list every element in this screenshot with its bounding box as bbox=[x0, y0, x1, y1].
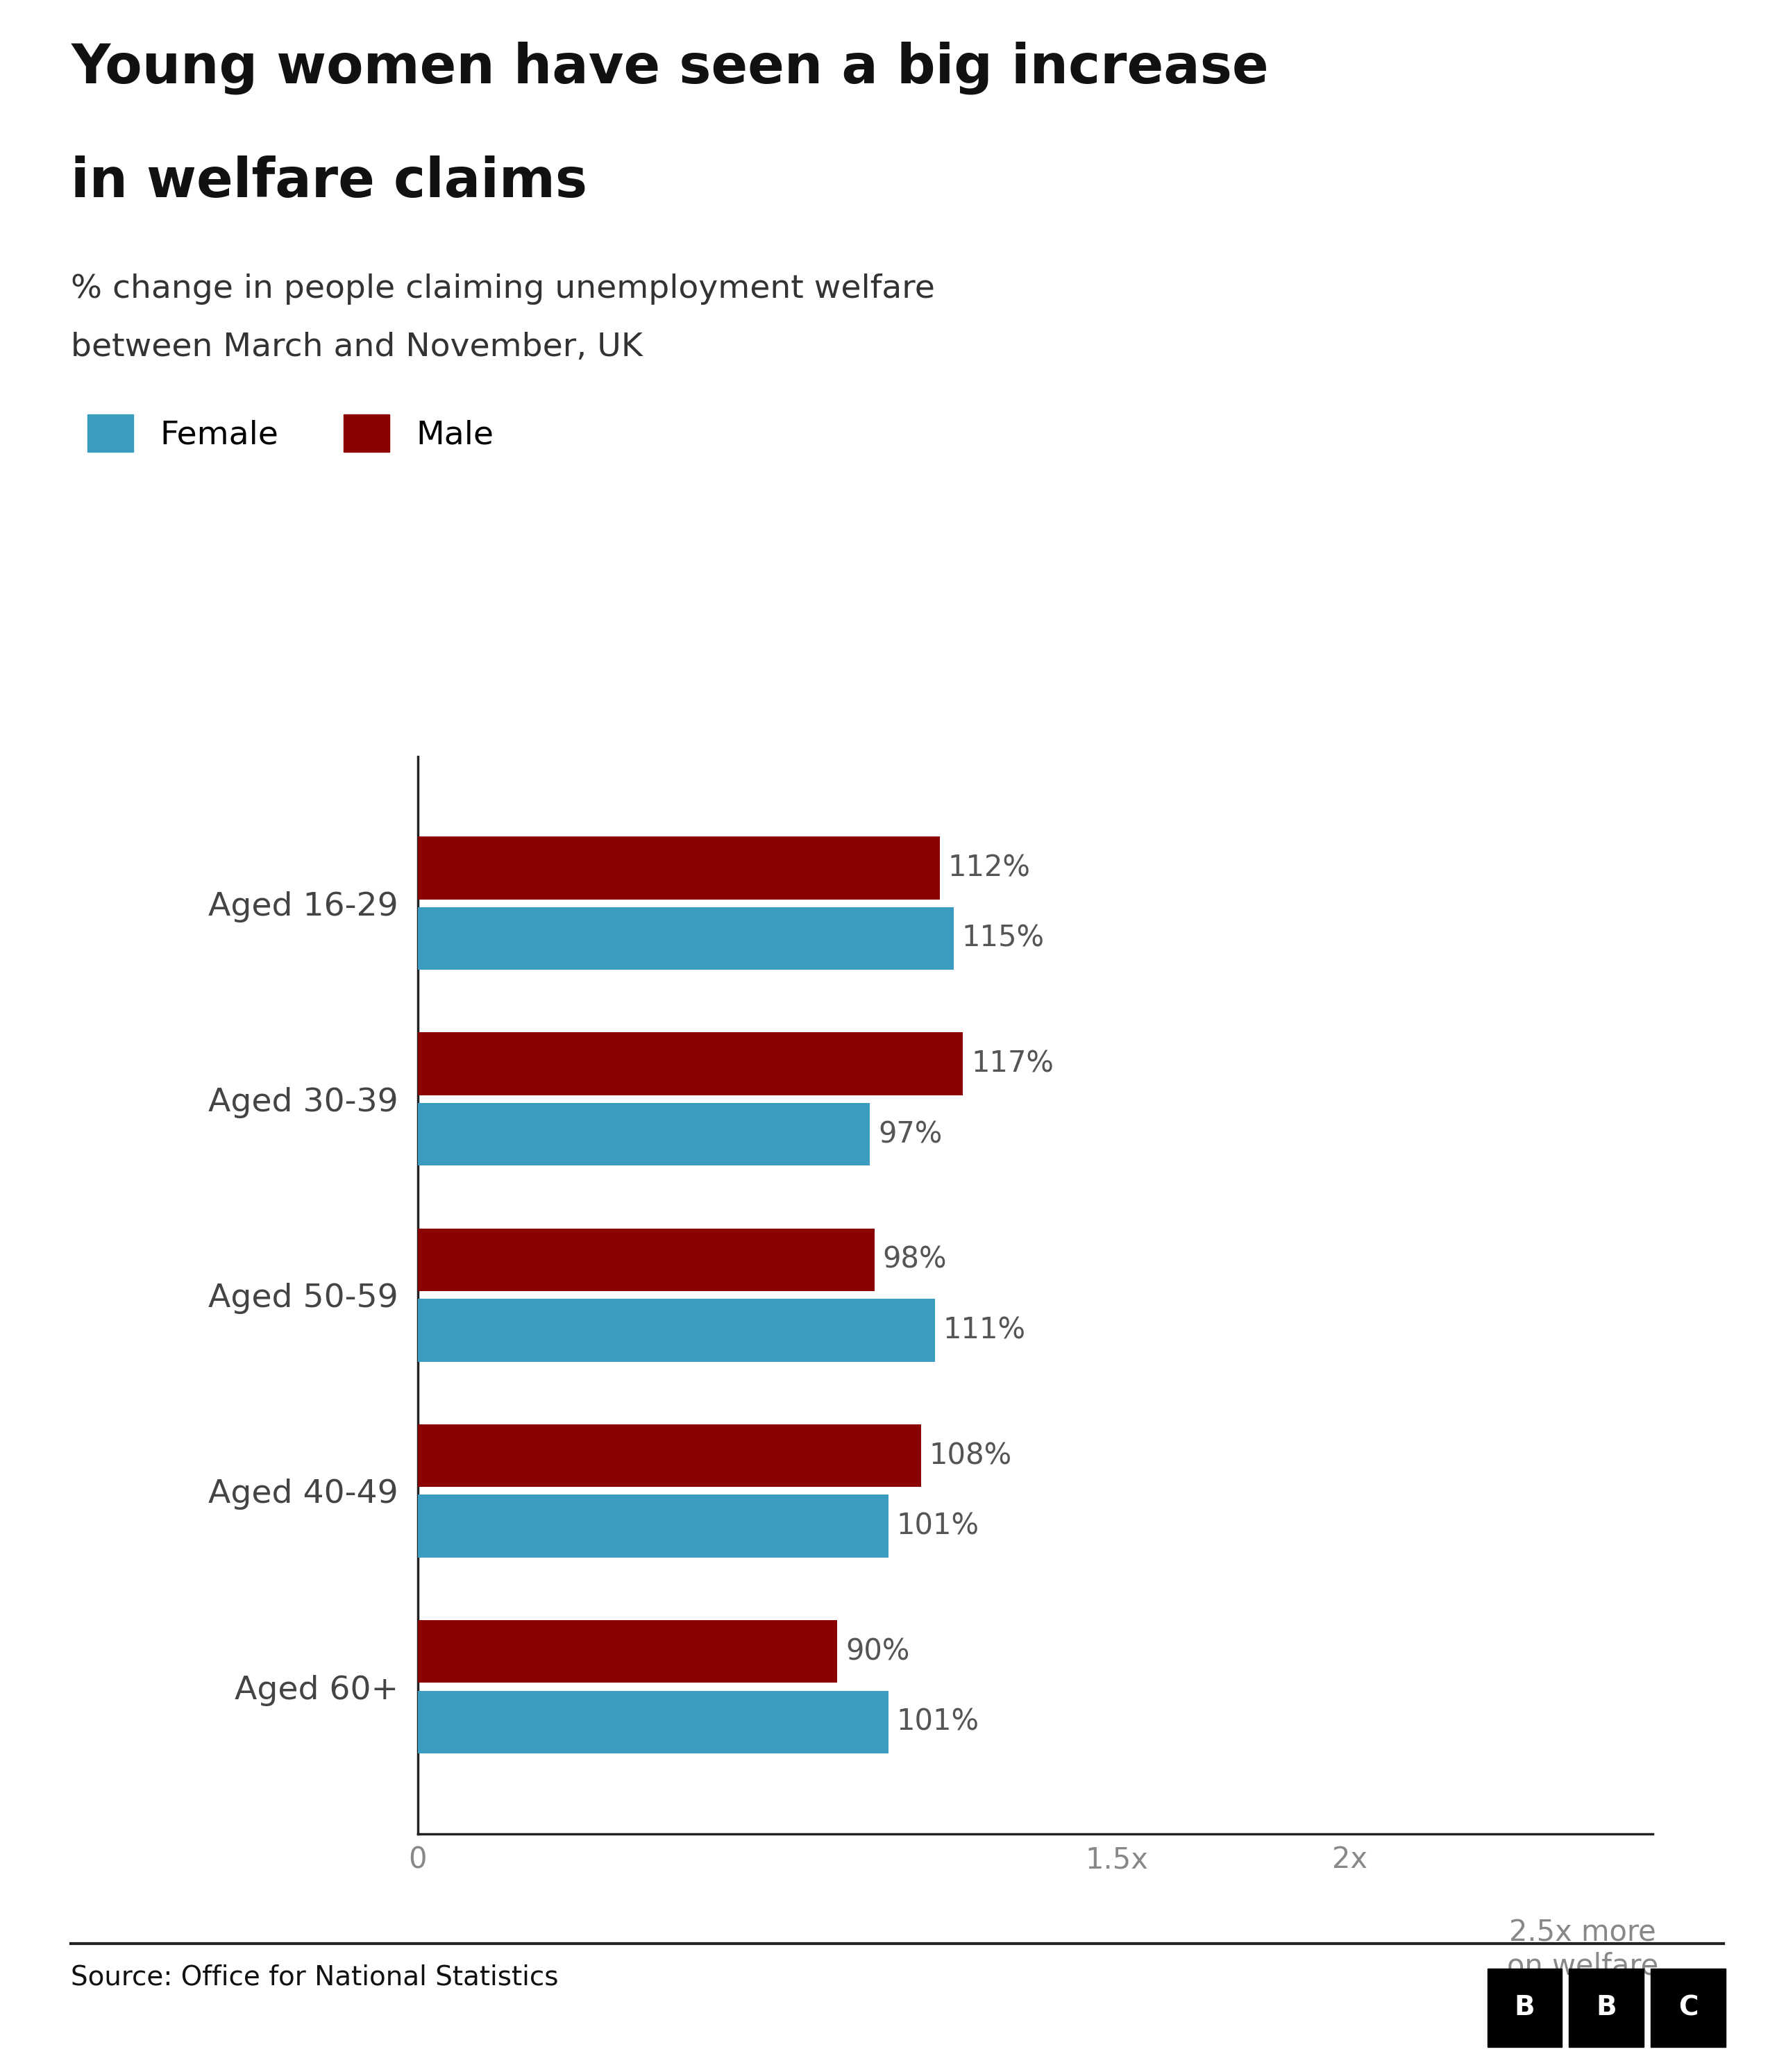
Text: between March and November, UK: between March and November, UK bbox=[71, 332, 643, 363]
Text: 117%: 117% bbox=[972, 1048, 1054, 1077]
Legend: Female, Male: Female, Male bbox=[87, 414, 494, 452]
Bar bbox=[418, 1299, 935, 1361]
Text: 111%: 111% bbox=[944, 1316, 1025, 1345]
Text: 101%: 101% bbox=[897, 1707, 979, 1736]
Text: Young women have seen a big increase: Young women have seen a big increase bbox=[71, 41, 1269, 95]
Text: B: B bbox=[1514, 1995, 1535, 2020]
Text: 115%: 115% bbox=[961, 924, 1045, 953]
Text: C: C bbox=[1677, 1995, 1699, 2020]
Bar bbox=[418, 1032, 963, 1096]
Text: 90%: 90% bbox=[846, 1637, 910, 1666]
Text: % change in people claiming unemployment welfare: % change in people claiming unemployment… bbox=[71, 274, 935, 305]
Bar bbox=[418, 1691, 888, 1753]
Bar bbox=[418, 837, 940, 899]
Text: 101%: 101% bbox=[897, 1513, 979, 1542]
Bar bbox=[418, 1423, 920, 1488]
Text: B: B bbox=[1596, 1995, 1617, 2020]
Text: 98%: 98% bbox=[883, 1245, 947, 1274]
Bar bbox=[418, 1620, 837, 1682]
Text: 2.5x more
on welfare: 2.5x more on welfare bbox=[1507, 1919, 1658, 1981]
Text: 97%: 97% bbox=[878, 1119, 942, 1150]
Text: 112%: 112% bbox=[947, 854, 1031, 883]
Text: in welfare claims: in welfare claims bbox=[71, 155, 588, 207]
Bar bbox=[418, 1229, 874, 1291]
Text: 108%: 108% bbox=[929, 1440, 1011, 1471]
Bar bbox=[418, 1494, 888, 1558]
Bar bbox=[418, 908, 954, 970]
Text: Source: Office for National Statistics: Source: Office for National Statistics bbox=[71, 1964, 558, 1991]
Bar bbox=[418, 1102, 869, 1167]
